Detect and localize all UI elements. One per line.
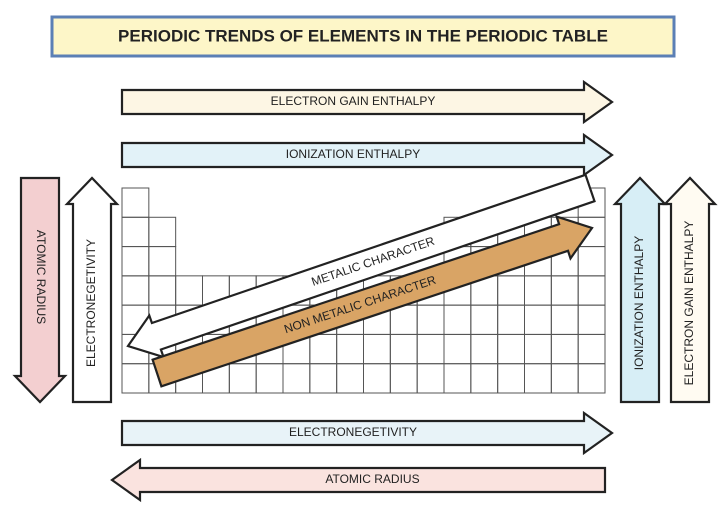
arrow	[662, 176, 718, 404]
arrow-label: ATOMIC RADIUS	[34, 230, 48, 324]
arrow	[110, 457, 607, 503]
arrow	[12, 176, 68, 404]
arrow-label: ELECTRONEGETIVITY	[84, 239, 98, 367]
arrow-label: IONIZATION ENTHALPY	[286, 147, 420, 161]
arrow	[120, 132, 614, 178]
arrow	[126, 173, 596, 359]
grid-cell	[577, 363, 606, 394]
arrow-label: ELECTRONEGETIVITY	[289, 425, 417, 439]
arrow-label: ELECTRON GAIN ENTHALPY	[682, 221, 696, 386]
arrow-label: ATOMIC RADIUS	[325, 472, 419, 486]
arrow	[120, 79, 614, 125]
title: PERIODIC TRENDS OF ELEMENTS IN THE PERIO…	[118, 26, 608, 45]
title-box	[50, 15, 676, 58]
arrow	[120, 410, 614, 456]
arrow	[612, 176, 668, 404]
arrow-label: ELECTRON GAIN ENTHALPY	[271, 94, 436, 108]
arrow-label: IONIZATION ENTHALPY	[632, 236, 646, 370]
arrow	[151, 214, 594, 388]
arrow	[64, 176, 120, 404]
